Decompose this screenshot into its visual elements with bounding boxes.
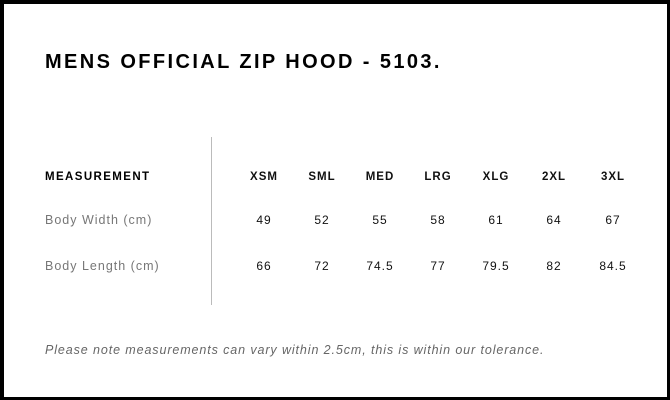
table-cell: 82 (546, 259, 562, 273)
table-cell: 58 (430, 213, 446, 227)
table-cell: 84.5 (599, 259, 627, 273)
tolerance-note: Please note measurements can vary within… (45, 343, 545, 357)
table-cell: 66 (256, 259, 272, 273)
header-size: XLG (482, 171, 510, 183)
header-size: MED (365, 171, 395, 183)
header-measurement: MEASUREMENT (45, 171, 151, 183)
row-label: Body Length (cm) (45, 259, 160, 273)
table-cell: 61 (488, 213, 504, 227)
table-cell: 49 (256, 213, 272, 227)
column-divider (211, 137, 212, 305)
table-cell: 79.5 (482, 259, 510, 273)
header-size: 3XL (600, 171, 626, 183)
header-size: 2XL (541, 171, 567, 183)
header-size: XSM (250, 171, 278, 183)
table-cell: 52 (314, 213, 330, 227)
row-label: Body Width (cm) (45, 213, 153, 227)
page-title: MENS OFFICIAL ZIP HOOD - 5103. (45, 51, 442, 73)
table-cell: 67 (605, 213, 621, 227)
header-size: SML (308, 171, 336, 183)
table-cell: 74.5 (366, 259, 394, 273)
table-cell: 72 (314, 259, 330, 273)
table-cell: 55 (372, 213, 388, 227)
table-cell: 64 (546, 213, 562, 227)
header-size: LRG (424, 171, 452, 183)
table-cell: 77 (430, 259, 446, 273)
